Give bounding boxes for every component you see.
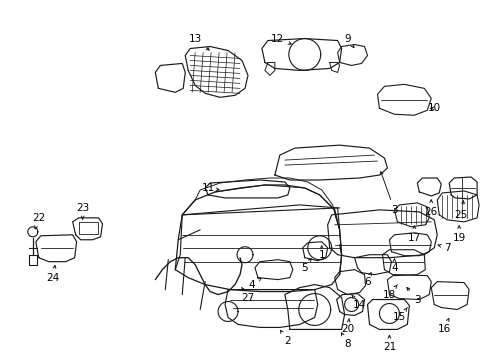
Text: 6: 6 [364, 273, 370, 287]
Text: 17: 17 [407, 226, 420, 243]
Text: 25: 25 [454, 201, 467, 220]
Text: 23: 23 [76, 203, 89, 219]
Text: 7: 7 [437, 243, 449, 253]
Text: 13: 13 [188, 33, 209, 50]
Text: 1: 1 [318, 246, 325, 260]
Text: 5: 5 [301, 258, 310, 273]
Text: 24: 24 [46, 265, 59, 283]
Text: 18: 18 [382, 285, 397, 300]
Text: 3: 3 [406, 288, 420, 305]
Text: 15: 15 [392, 307, 407, 323]
Text: 4: 4 [248, 278, 261, 289]
Text: 8: 8 [341, 333, 350, 349]
Text: 9: 9 [344, 33, 353, 48]
Text: 21: 21 [382, 335, 395, 352]
Text: 10: 10 [427, 103, 440, 113]
Text: 16: 16 [437, 319, 450, 334]
Text: 22: 22 [32, 213, 45, 229]
Text: 12: 12 [271, 33, 291, 44]
Text: 4: 4 [390, 259, 397, 273]
Text: 3: 3 [380, 172, 397, 215]
Text: 2: 2 [280, 330, 290, 346]
Text: 14: 14 [351, 294, 366, 310]
Text: 11: 11 [201, 183, 219, 193]
Text: 19: 19 [451, 226, 465, 243]
Text: 20: 20 [340, 319, 353, 334]
Text: 26: 26 [424, 200, 437, 217]
Text: 27: 27 [241, 287, 254, 302]
